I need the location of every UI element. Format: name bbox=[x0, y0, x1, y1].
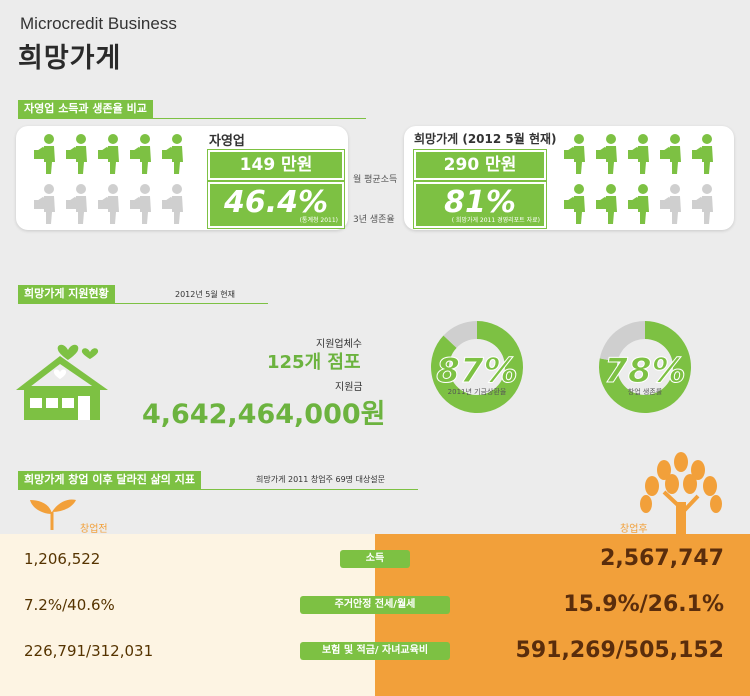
row-before-value: 226,791/312,031 bbox=[24, 642, 154, 660]
section2-label: 희망가게 지원현황 bbox=[18, 285, 115, 303]
self-employed-income: 149 만원 bbox=[207, 149, 345, 181]
stores-label: 지원업체수 bbox=[316, 339, 362, 350]
amount-value: 4,642,464,000원 bbox=[142, 399, 386, 430]
person-icon bbox=[628, 134, 654, 174]
hope-store-source: ( 희망가게 2011 경영리포트 자료) bbox=[451, 217, 540, 224]
donut-slice-1 bbox=[443, 321, 477, 348]
person-icon bbox=[596, 134, 622, 174]
before-label: 창업전 bbox=[80, 524, 108, 535]
before-panel bbox=[0, 534, 375, 696]
section1-label: 자영업 소득과 생존율 비교 bbox=[18, 100, 153, 118]
row-after-value: 2,567,747 bbox=[600, 546, 724, 571]
person-icon bbox=[34, 184, 60, 224]
row-indicator-label: 주거안정 전세/월세 bbox=[300, 596, 450, 614]
row-indicator-label: 보험 및 적금/ 자녀교육비 bbox=[300, 642, 450, 660]
page-title: 희망가게 bbox=[18, 43, 122, 74]
person-icon bbox=[98, 184, 124, 224]
repayment-center-label: 87% bbox=[436, 351, 517, 391]
repayment-caption: 2011년 기금상환율 bbox=[448, 387, 507, 396]
amount-label: 지원금 bbox=[335, 382, 363, 393]
survival-center-label: 78% bbox=[604, 351, 685, 391]
after-label: 창업후 bbox=[620, 524, 648, 535]
donut-slice-0 bbox=[431, 321, 523, 413]
person-icon bbox=[98, 134, 124, 174]
self-employed-survival: 46.4% bbox=[223, 185, 329, 220]
row-indicator-label: 소득 bbox=[340, 550, 410, 568]
section3-note: 희망가게 2011 창업주 69명 대상설문 bbox=[256, 475, 386, 484]
person-icon bbox=[130, 134, 156, 174]
section1-line bbox=[18, 118, 366, 119]
self-employed-survival-box: 46.4% (통계청 2011) bbox=[207, 181, 345, 229]
survival-donut-chart: 78% 창업 생존률 bbox=[599, 321, 691, 413]
person-icon bbox=[660, 184, 686, 224]
brand-name: Microcredit Business bbox=[20, 14, 177, 33]
person-icon bbox=[692, 134, 718, 174]
person-icon bbox=[130, 184, 156, 224]
survival-caption: 창업 생존률 bbox=[628, 387, 663, 396]
person-icon bbox=[692, 184, 718, 224]
hope-store-survival: 81% bbox=[444, 185, 516, 220]
sprout-icon bbox=[30, 499, 76, 531]
repayment-donut-chart: 87% 2011년 기금상환율 bbox=[431, 321, 523, 413]
survival-label: 3년 생존율 bbox=[353, 215, 395, 225]
person-icon bbox=[34, 134, 60, 174]
person-icon bbox=[596, 184, 622, 224]
person-icon bbox=[66, 184, 92, 224]
person-icon bbox=[628, 184, 654, 224]
self-employed-source: (통계청 2011) bbox=[299, 217, 338, 224]
donut-slice-1 bbox=[599, 321, 645, 362]
section2-line bbox=[18, 303, 268, 304]
hope-store-survival-box: 81% ( 희망가게 2011 경영리포트 자료) bbox=[413, 181, 547, 229]
hope-store-income: 290 만원 bbox=[413, 149, 547, 181]
person-icon bbox=[660, 134, 686, 174]
person-icon bbox=[66, 134, 92, 174]
row-after-value: 591,269/505,152 bbox=[515, 638, 724, 663]
row-before-value: 7.2%/40.6% bbox=[24, 596, 115, 614]
after-panel bbox=[375, 534, 750, 696]
hope-store-card: 희망가게 (2012 5월 현재) 290 만원 81% ( 희망가게 2011… bbox=[404, 126, 734, 230]
person-icon bbox=[162, 184, 188, 224]
person-icon bbox=[564, 184, 590, 224]
donut-slice-0 bbox=[599, 321, 691, 413]
row-after-value: 15.9%/26.1% bbox=[563, 592, 724, 617]
house-icon bbox=[16, 344, 108, 420]
section3-label: 희망가게 창업 이후 달라진 삶의 지표 bbox=[18, 471, 201, 489]
stores-value: 125개 점포 bbox=[267, 352, 361, 373]
row-before-value: 1,206,522 bbox=[24, 550, 101, 568]
section2-date: 2012년 5월 현재 bbox=[175, 290, 235, 299]
tree-icon bbox=[640, 452, 722, 536]
self-employed-name: 자영업 bbox=[209, 134, 245, 149]
section3-line bbox=[18, 489, 418, 490]
person-icon bbox=[162, 134, 188, 174]
income-label: 월 평균소득 bbox=[353, 175, 398, 185]
person-icon bbox=[564, 134, 590, 174]
self-employed-card: 자영업 149 만원 46.4% (통계청 2011) bbox=[16, 126, 348, 230]
hope-store-name: 희망가게 (2012 5월 현재) bbox=[414, 132, 557, 146]
